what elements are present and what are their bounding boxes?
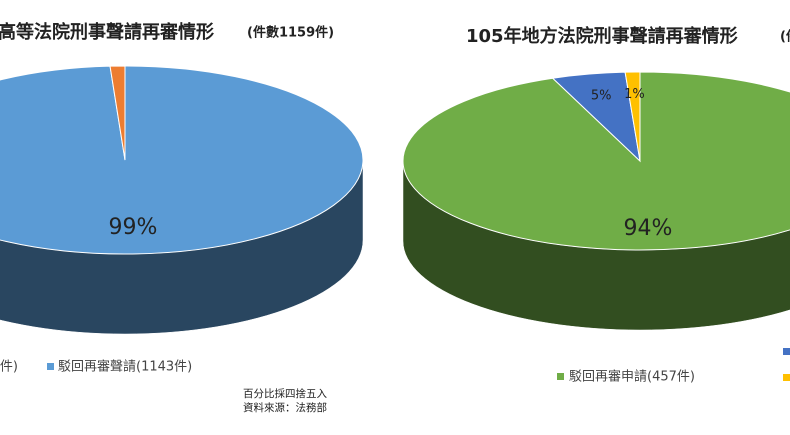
value-label: 5%	[591, 88, 612, 103]
legend-label: 件)	[0, 360, 18, 375]
pie-slice	[402, 71, 790, 251]
pie-slice	[109, 65, 126, 161]
legend-marker	[783, 348, 790, 355]
pie-slice	[0, 65, 364, 255]
footnote: 百分比採四捨五入	[243, 387, 327, 400]
legend-marker	[557, 373, 564, 380]
value-label: 1%	[624, 87, 645, 102]
legend-marker	[47, 363, 54, 370]
value-label: 94%	[624, 216, 673, 241]
footnote: 資料來源：法務部	[243, 401, 327, 414]
chart-title: 高等法院刑事聲請再審情形	[0, 21, 214, 43]
legend-marker	[783, 374, 790, 381]
chart-title: 105年地方法院刑事聲請再審情形	[466, 25, 738, 47]
pie-slice	[624, 71, 641, 162]
chart-subtitle: (件數1159件)	[247, 25, 334, 41]
chart-subtitle: (件	[780, 29, 790, 45]
legend-label: 駁回再審聲請(1143件)	[58, 359, 192, 375]
legend-label: 駁回再審申請(457件)	[569, 370, 695, 385]
value-label: 99%	[109, 215, 158, 240]
